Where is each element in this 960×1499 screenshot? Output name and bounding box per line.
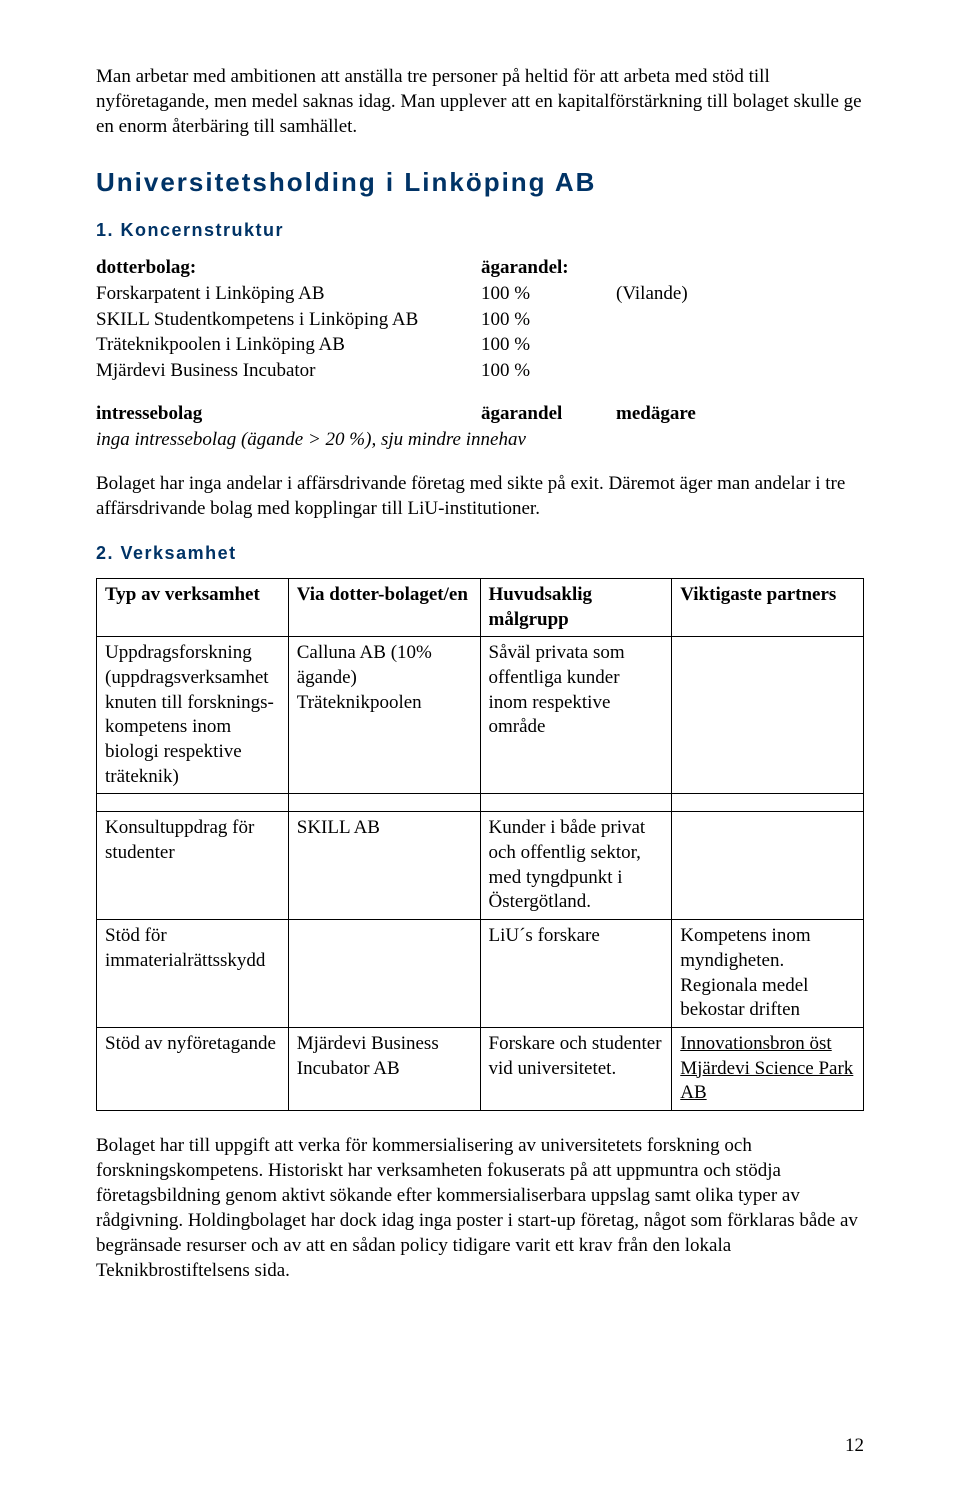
subsidiary-note: [616, 358, 776, 384]
cell-via: [288, 920, 480, 1028]
subsidiary-note: [616, 332, 776, 358]
cell-malgrupp: LiU´s forskare: [480, 920, 672, 1028]
cell-typ: Stöd av nyföretagande: [97, 1027, 289, 1110]
table-row: Stöd av nyföretagande Mjärdevi Business …: [97, 1027, 864, 1110]
cell-malgrupp: Såväl privata som offentliga kunder inom…: [480, 637, 672, 794]
table-row: Konsultuppdrag för studenter SKILL AB Ku…: [97, 812, 864, 920]
intresse-col3: medägare: [616, 401, 776, 427]
cell-partners: Innovationsbron öst Mjärdevi Science Par…: [672, 1027, 864, 1110]
subsidiary-pct: 100 %: [481, 358, 616, 384]
th-malgrupp: Huvudsaklig målgrupp: [480, 578, 672, 636]
cell-via: SKILL AB: [288, 812, 480, 920]
subsidiary-pct: 100 %: [481, 332, 616, 358]
th-via: Via dotter-bolaget/en: [288, 578, 480, 636]
intresse-col2: ägarandel: [481, 401, 616, 427]
section-1-after: Bolaget har inga andelar i affärsdrivand…: [96, 471, 864, 521]
cell-partners: [672, 637, 864, 794]
subsidiary-name: Mjärdevi Business Incubator: [96, 358, 481, 384]
col-header-agarandel: ägarandel:: [481, 255, 616, 281]
intresse-label: intressebolag: [96, 401, 481, 427]
col-header-dotterbolag: dotterbolag:: [96, 255, 481, 281]
page-title: Universitetsholding i Linköping AB: [96, 167, 864, 198]
cell-malgrupp: Kunder i både privat och offentlig sekto…: [480, 812, 672, 920]
section-2-heading: 2. Verksamhet: [96, 543, 864, 564]
table-header-row: Typ av verksamhet Via dotter-bolaget/en …: [97, 578, 864, 636]
cell-typ: Stöd för immaterialrättsskydd: [97, 920, 289, 1028]
cell-partners: Kompetens inom myndigheten. Regionala me…: [672, 920, 864, 1028]
cell-via: Calluna AB (10% ägande) Träteknikpoolen: [288, 637, 480, 794]
section-1-heading: 1. Koncernstruktur: [96, 220, 864, 241]
page-number: 12: [845, 1435, 864, 1457]
subsidiary-row: Träteknikpoolen i Linköping AB 100 %: [96, 332, 864, 358]
th-typ: Typ av verksamhet: [97, 578, 289, 636]
subsidiary-name: Träteknikpoolen i Linköping AB: [96, 332, 481, 358]
partner-link[interactable]: Mjärdevi Science Park AB: [680, 1058, 853, 1104]
verksamhet-table: Typ av verksamhet Via dotter-bolaget/en …: [96, 578, 864, 1111]
subsidiary-row: SKILL Studentkompetens i Linköping AB 10…: [96, 307, 864, 333]
cell-partners: [672, 812, 864, 920]
subsidiary-table: dotterbolag: ägarandel: Forskarpatent i …: [96, 255, 864, 383]
subsidiary-pct: 100 %: [481, 281, 616, 307]
th-partners: Viktigaste partners: [672, 578, 864, 636]
subsidiary-note: [616, 307, 776, 333]
col-header-note: [616, 255, 776, 281]
subsidiary-name: SKILL Studentkompetens i Linköping AB: [96, 307, 481, 333]
intresse-block: intressebolag ägarandel medägare inga in…: [96, 401, 864, 452]
cell-typ: Uppdragsforskning (uppdragsverksamhet kn…: [97, 637, 289, 794]
cell-typ: Konsultuppdrag för studenter: [97, 812, 289, 920]
table-row: Uppdragsforskning (uppdragsverksamhet kn…: [97, 637, 864, 794]
cell-via: Mjärdevi Business Incubator AB: [288, 1027, 480, 1110]
subsidiary-row: Forskarpatent i Linköping AB 100 % (Vila…: [96, 281, 864, 307]
subsidiary-row: Mjärdevi Business Incubator 100 %: [96, 358, 864, 384]
table-row: Stöd för immaterialrättsskydd LiU´s fors…: [97, 920, 864, 1028]
table-spacer: [97, 794, 864, 812]
partner-link[interactable]: Innovationsbron öst: [680, 1033, 831, 1054]
document-page: Man arbetar med ambitionen att anställa …: [0, 0, 960, 1499]
cell-malgrupp: Forskare och studenter vid universitetet…: [480, 1027, 672, 1110]
intro-paragraph: Man arbetar med ambitionen att anställa …: [96, 64, 864, 139]
subsidiary-name: Forskarpatent i Linköping AB: [96, 281, 481, 307]
section-2-after: Bolaget har till uppgift att verka för k…: [96, 1133, 864, 1283]
subsidiary-pct: 100 %: [481, 307, 616, 333]
intresse-note: inga intressebolag (ägande > 20 %), sju …: [96, 427, 864, 453]
subsidiary-note: (Vilande): [616, 281, 776, 307]
